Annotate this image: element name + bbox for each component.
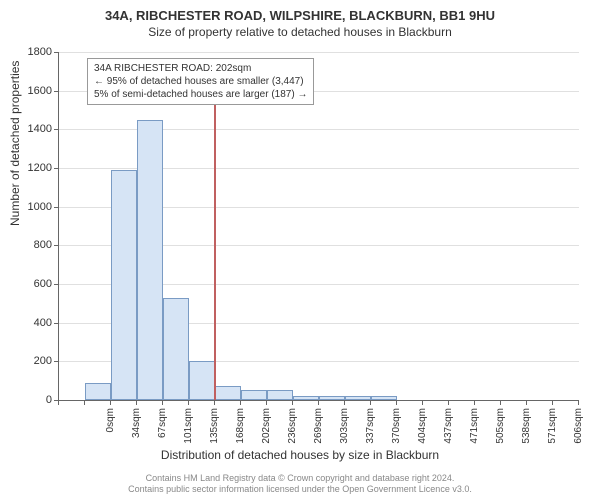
histogram-bar	[111, 170, 136, 400]
y-tick-mark	[54, 245, 59, 246]
y-tick-label: 1400	[12, 123, 52, 135]
annotation-line2: ← 95% of detached houses are smaller (3,…	[94, 75, 307, 88]
x-tick-mark	[526, 400, 527, 405]
annotation-line1: 34A RIBCHESTER ROAD: 202sqm	[94, 62, 307, 75]
y-tick-mark	[54, 52, 59, 53]
y-tick-mark	[54, 129, 59, 130]
histogram-bar	[163, 298, 188, 400]
x-tick-mark	[578, 400, 579, 405]
histogram-bar	[137, 120, 162, 400]
histogram-bar	[345, 396, 370, 400]
footer-line1: Contains HM Land Registry data © Crown c…	[0, 473, 600, 485]
histogram-bar	[189, 361, 214, 400]
y-tick-label: 600	[12, 278, 52, 290]
x-axis-label: Distribution of detached houses by size …	[0, 448, 600, 462]
property-marker-line	[214, 71, 216, 400]
y-tick-mark	[54, 284, 59, 285]
y-tick-label: 1800	[12, 46, 52, 58]
histogram-bar	[85, 383, 110, 400]
y-tick-mark	[54, 91, 59, 92]
footer-attribution: Contains HM Land Registry data © Crown c…	[0, 473, 600, 496]
x-tick-mark	[474, 400, 475, 405]
y-tick-label: 1600	[12, 85, 52, 97]
x-tick-mark	[448, 400, 449, 405]
y-tick-label: 800	[12, 239, 52, 251]
histogram-bar	[319, 396, 344, 400]
x-tick-mark	[84, 400, 85, 405]
x-tick-mark	[318, 400, 319, 405]
x-tick-mark	[422, 400, 423, 405]
y-tick-label: 0	[12, 394, 52, 406]
histogram-bar	[267, 390, 292, 400]
x-tick-mark	[396, 400, 397, 405]
y-tick-mark	[54, 323, 59, 324]
page-subtitle: Size of property relative to detached ho…	[0, 23, 600, 41]
gridline	[59, 52, 579, 53]
annotation-line3: 5% of semi-detached houses are larger (1…	[94, 88, 307, 101]
histogram-bar	[241, 390, 266, 400]
x-tick-mark	[188, 400, 189, 405]
x-tick-mark	[162, 400, 163, 405]
x-tick-mark	[266, 400, 267, 405]
y-tick-label: 1200	[12, 162, 52, 174]
x-tick-mark	[136, 400, 137, 405]
histogram-bar	[293, 396, 318, 400]
x-tick-mark	[500, 400, 501, 405]
chart-container: 34A, RIBCHESTER ROAD, WILPSHIRE, BLACKBU…	[0, 0, 600, 500]
x-tick-mark	[552, 400, 553, 405]
y-tick-label: 1000	[12, 201, 52, 213]
footer-line2: Contains public sector information licen…	[0, 484, 600, 496]
x-tick-mark	[292, 400, 293, 405]
annotation-box: 34A RIBCHESTER ROAD: 202sqm ← 95% of det…	[87, 58, 314, 105]
x-tick-mark	[344, 400, 345, 405]
page-title: 34A, RIBCHESTER ROAD, WILPSHIRE, BLACKBU…	[0, 0, 600, 23]
histogram-bar	[371, 396, 396, 400]
x-tick-mark	[110, 400, 111, 405]
x-tick-mark	[58, 400, 59, 405]
x-tick-mark	[370, 400, 371, 405]
y-tick-mark	[54, 168, 59, 169]
y-tick-mark	[54, 361, 59, 362]
x-tick-mark	[240, 400, 241, 405]
y-tick-mark	[54, 207, 59, 208]
chart-plot-area: 34A RIBCHESTER ROAD: 202sqm ← 95% of det…	[58, 52, 579, 401]
histogram-bar	[215, 386, 240, 400]
y-tick-label: 200	[12, 355, 52, 367]
x-tick-mark	[214, 400, 215, 405]
y-tick-label: 400	[12, 317, 52, 329]
